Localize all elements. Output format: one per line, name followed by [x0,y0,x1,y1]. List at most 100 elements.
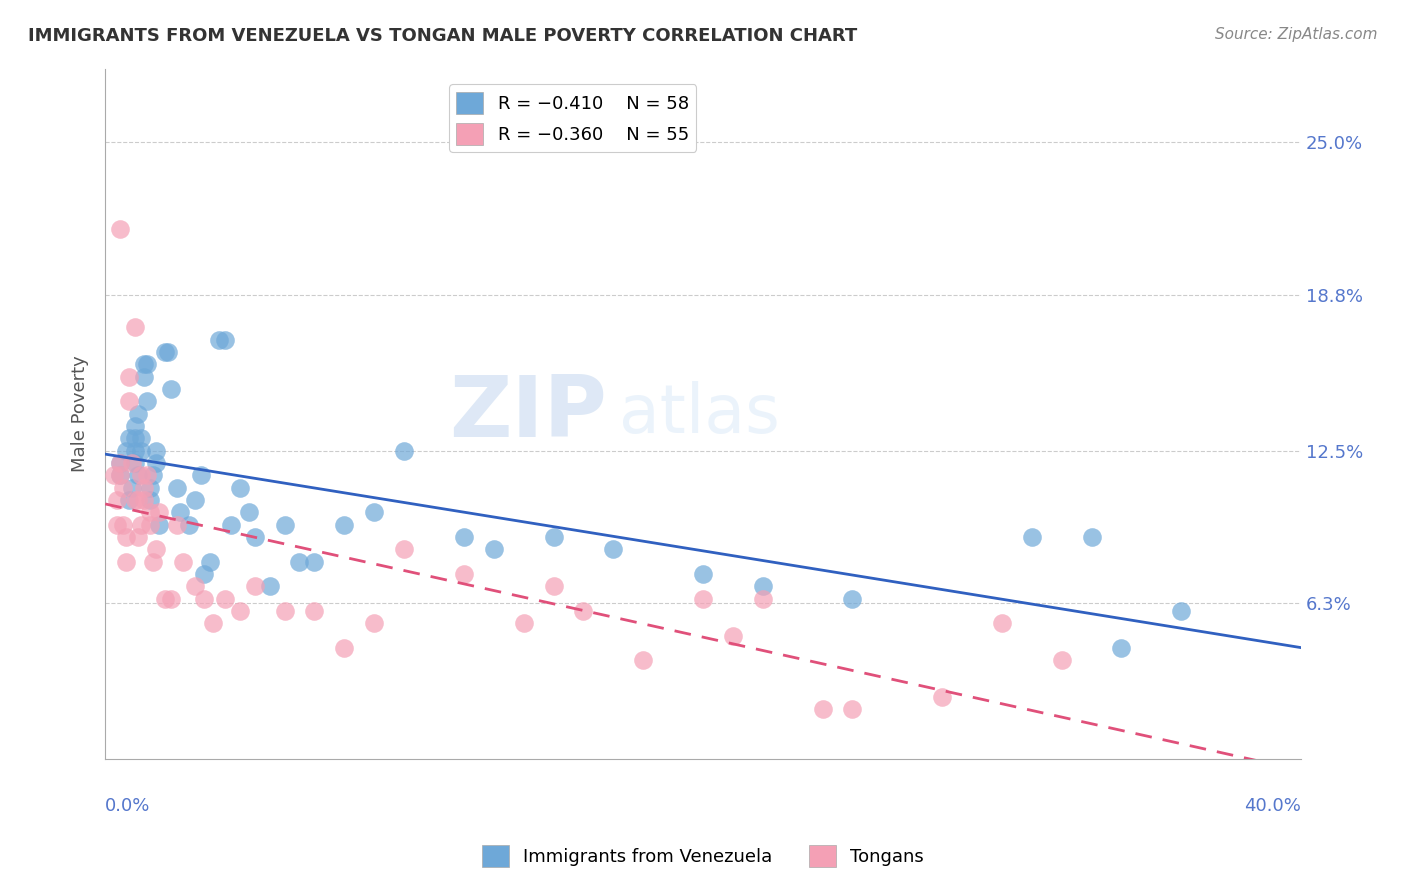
Legend: R = −0.410    N = 58, R = −0.360    N = 55: R = −0.410 N = 58, R = −0.360 N = 55 [449,85,696,152]
Point [124,419,146,434]
Point [931,690,953,705]
Point [124,492,146,507]
Point [139,505,162,519]
Text: Source: ZipAtlas.com: Source: ZipAtlas.com [1215,27,1378,42]
Point [103,468,125,483]
Point [841,702,863,716]
Point [193,591,215,606]
Point [273,517,295,532]
Point [512,616,534,631]
Point [333,640,356,655]
Point [1021,530,1043,544]
Point [108,468,131,483]
Point [692,566,714,581]
Point [453,566,475,581]
Point [392,443,415,458]
Text: IMMIGRANTS FROM VENEZUELA VS TONGAN MALE POVERTY CORRELATION CHART: IMMIGRANTS FROM VENEZUELA VS TONGAN MALE… [28,27,858,45]
Point [108,456,131,470]
Point [115,443,138,458]
Point [482,542,505,557]
Point [118,492,141,507]
Point [145,542,167,557]
Point [543,530,565,544]
Point [631,653,654,667]
Point [160,382,183,396]
Point [112,517,135,532]
Point [184,492,207,507]
Point [127,530,149,544]
Point [108,468,131,483]
Point [127,468,149,483]
Point [752,579,775,593]
Point [118,431,141,445]
Point [139,517,162,532]
Point [169,505,191,519]
Point [136,468,159,483]
Point [333,517,356,532]
Point [228,481,250,495]
Point [132,481,155,495]
Point [184,579,207,593]
Point [142,555,165,569]
Text: 40.0%: 40.0% [1244,797,1301,814]
Point [127,407,149,421]
Point [243,530,266,544]
Point [811,702,834,716]
Point [139,492,162,507]
Point [153,591,176,606]
Point [108,221,131,235]
Point [121,456,143,470]
Text: 0.0%: 0.0% [105,797,150,814]
Point [124,431,146,445]
Point [115,555,138,569]
Point [238,505,260,519]
Point [108,456,131,470]
Point [243,579,266,593]
Point [105,517,128,532]
Point [124,443,146,458]
Point [136,394,159,409]
Point [132,492,155,507]
Point [543,579,565,593]
Point [1170,604,1192,618]
Point [201,616,224,631]
Point [193,566,215,581]
Point [721,628,744,642]
Point [156,345,179,359]
Y-axis label: Male Poverty: Male Poverty [72,355,89,472]
Point [148,505,170,519]
Point [288,555,311,569]
Point [129,468,152,483]
Point [132,369,155,384]
Point [259,579,281,593]
Point [129,517,152,532]
Point [453,530,475,544]
Point [1050,653,1073,667]
Point [172,555,194,569]
Point [214,591,236,606]
Point [219,517,242,532]
Point [118,394,141,409]
Point [214,333,236,347]
Point [127,492,149,507]
Point [304,604,326,618]
Point [118,369,141,384]
Point [177,517,200,532]
Point [602,542,624,557]
Text: atlas: atlas [619,381,780,447]
Point [1111,640,1133,655]
Legend: Immigrants from Venezuela, Tongans: Immigrants from Venezuela, Tongans [475,838,931,874]
Point [166,481,188,495]
Point [572,604,595,618]
Point [692,591,714,606]
Point [228,604,250,618]
Point [752,591,775,606]
Point [115,530,138,544]
Point [198,555,221,569]
Point [139,481,162,495]
Point [160,591,183,606]
Point [136,357,159,371]
Point [166,517,188,532]
Text: ZIP: ZIP [450,372,607,455]
Point [105,492,128,507]
